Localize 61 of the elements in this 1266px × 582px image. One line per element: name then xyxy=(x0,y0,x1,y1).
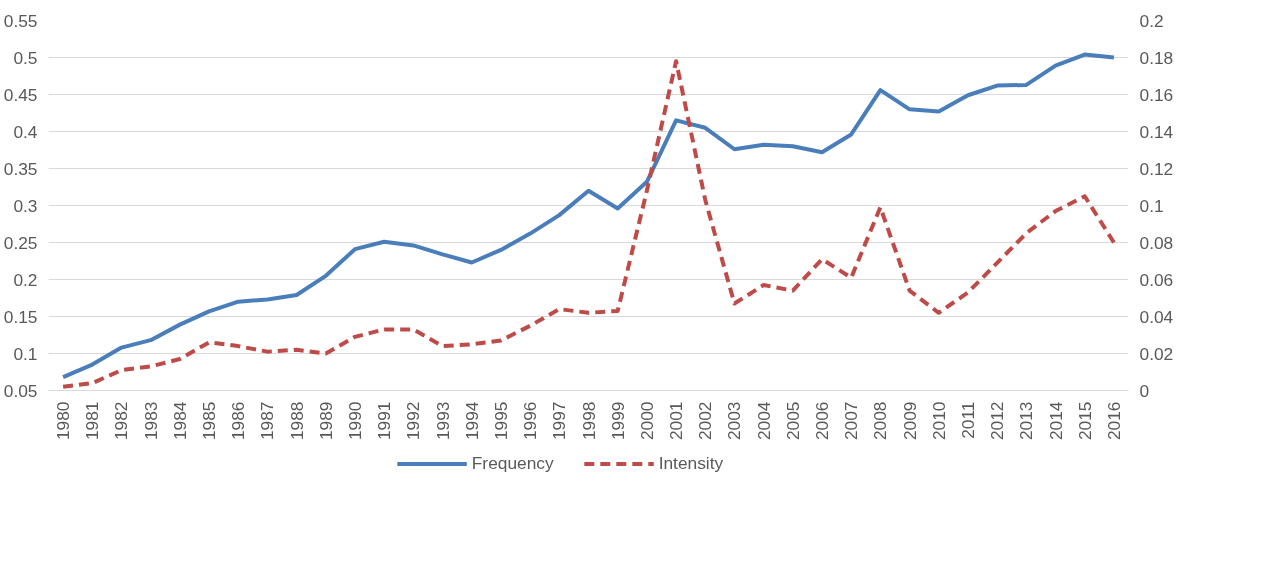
y-tick-label: 0.35 xyxy=(3,158,38,179)
x-tick-label: 1993 xyxy=(432,401,453,441)
x-tick-label: 1985 xyxy=(199,401,220,441)
y-tick-label: 0.05 xyxy=(3,380,38,401)
y-tick-label: 0.15 xyxy=(3,306,38,327)
x-tick-label: 2001 xyxy=(666,401,687,441)
y-tick-label: 0.1 xyxy=(13,343,38,364)
x-tick-label: 2007 xyxy=(841,401,862,441)
x-tick-label: 2014 xyxy=(1045,401,1066,441)
y-tick-label: 0.25 xyxy=(3,232,38,253)
x-tick-label: 1999 xyxy=(607,401,628,441)
y2-tick-label: 0.1 xyxy=(1139,195,1164,216)
x-tick-label: 1984 xyxy=(169,401,190,441)
y2-tick-label: 0.08 xyxy=(1139,232,1174,253)
x-tick-label: 2015 xyxy=(1074,401,1095,441)
x-tick-label: 2003 xyxy=(724,401,745,441)
x-tick-label: 1996 xyxy=(520,401,541,441)
x-tick-label: 1992 xyxy=(403,401,424,441)
y2-tick-label: 0.04 xyxy=(1139,306,1174,327)
y2-tick-label: 0.02 xyxy=(1139,343,1174,364)
y-tick-label: 0.4 xyxy=(13,121,38,142)
x-tick-label: 2011 xyxy=(957,401,978,439)
y2-tick-label: 0.18 xyxy=(1139,47,1174,68)
y-tick-label: 0.45 xyxy=(3,84,38,105)
y-tick-label: 0.5 xyxy=(13,47,38,68)
x-tick-label: 1994 xyxy=(461,401,482,441)
x-tick-label: 1986 xyxy=(228,401,249,441)
y-tick-label: 0.3 xyxy=(13,195,38,216)
y2-tick-label: 0.16 xyxy=(1139,84,1174,105)
x-tick-label: 2013 xyxy=(1016,401,1037,441)
y2-tick-label: 0.2 xyxy=(1139,10,1164,31)
x-tick-label: 1982 xyxy=(111,401,132,441)
x-tick-label: 2008 xyxy=(870,401,891,441)
y-tick-label: 0.55 xyxy=(3,10,38,31)
x-tick-label: 2009 xyxy=(899,401,920,441)
x-tick-label: 1983 xyxy=(140,401,161,441)
x-tick-label: 2010 xyxy=(928,401,949,441)
x-tick-label: 1990 xyxy=(344,401,365,441)
x-tick-label: 2002 xyxy=(695,401,716,441)
x-tick-label: 1995 xyxy=(490,401,511,441)
x-tick-label: 1987 xyxy=(257,401,278,441)
y2-tick-label: 0.06 xyxy=(1139,269,1174,290)
y-tick-label: 0.2 xyxy=(13,269,38,290)
legend-label: Frequency xyxy=(471,452,554,474)
x-tick-label: 1981 xyxy=(82,401,103,441)
x-tick-label: 1988 xyxy=(286,401,307,441)
x-tick-label: 2006 xyxy=(812,401,833,441)
y2-tick-label: 0.14 xyxy=(1139,121,1174,142)
x-tick-label: 1998 xyxy=(578,401,599,441)
x-tick-label: 1997 xyxy=(549,401,570,441)
y2-tick-label: 0.12 xyxy=(1139,158,1174,179)
x-tick-label: 2005 xyxy=(782,401,803,441)
x-tick-label: 2004 xyxy=(753,401,774,441)
x-tick-label: 2000 xyxy=(636,401,657,441)
x-tick-label: 1980 xyxy=(53,401,74,441)
y2-tick-label: 0 xyxy=(1139,380,1150,401)
x-tick-label: 1989 xyxy=(315,401,336,441)
legend-label: Intensity xyxy=(658,452,724,474)
x-tick-label: 1991 xyxy=(374,401,395,441)
x-tick-label: 2012 xyxy=(987,401,1008,441)
x-tick-label: 2016 xyxy=(1103,401,1124,441)
